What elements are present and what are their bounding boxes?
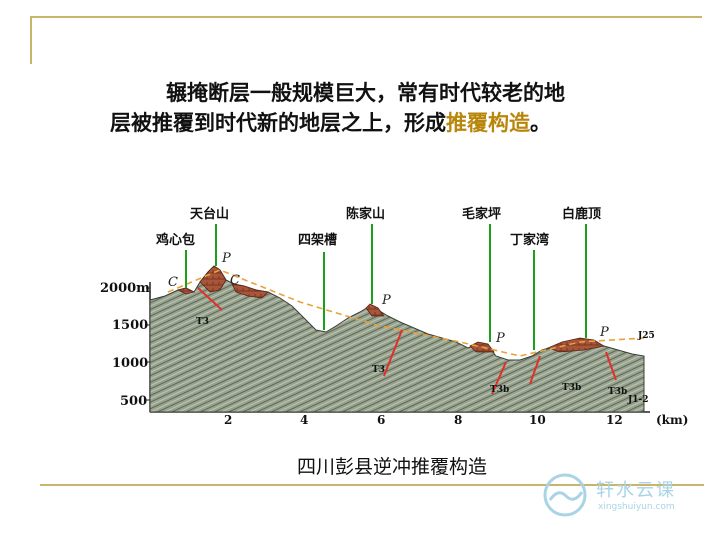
marker-p-maojia: P <box>495 331 505 346</box>
dist-unit-label: (km) <box>656 413 688 427</box>
paragraph-line-2-text: 层被推覆到时代新的地层之上，形成 <box>110 110 446 135</box>
marker-j1: J1-2 <box>627 395 649 405</box>
paragraph-line-2-end: 。 <box>530 110 551 135</box>
klippe-tiantaishan <box>199 265 227 293</box>
logo-url: xingshuiyun.com <box>598 502 675 512</box>
elev-label-2000: 2000m <box>100 281 150 296</box>
y-ticks <box>146 287 150 401</box>
elev-label-500: 500 <box>120 394 147 409</box>
label-bailuding: 白鹿顶 <box>562 206 601 222</box>
dist-label-4: 4 <box>300 413 308 427</box>
paragraph-line-1: 辗掩断层一般规模巨大，常有时代较老的地 <box>166 80 565 105</box>
marker-t3-west: T3 <box>196 317 209 327</box>
marker-j25: J25 <box>637 331 655 341</box>
marker-c-east: C <box>230 273 240 288</box>
label-sijiacao: 四架槽 <box>298 232 337 248</box>
klippe-east-tiantai <box>231 283 269 299</box>
label-dingjiawan: 丁家湾 <box>510 232 549 248</box>
marker-t3-middle: T3 <box>372 365 385 375</box>
marker-t3b-3: T3b <box>608 387 627 397</box>
marker-p-bailu: P <box>599 325 609 340</box>
frame-left-line <box>30 16 32 64</box>
elev-label-1500: 1500 <box>112 318 148 333</box>
place-marker-lines <box>185 224 587 350</box>
marker-p-tiantai: P <box>221 251 231 266</box>
wave-logo-icon <box>543 473 587 517</box>
dist-label-12: 12 <box>606 413 623 427</box>
dist-label-2: 2 <box>224 413 232 427</box>
klippe-chenjiashan <box>365 303 385 317</box>
marker-c-west: C <box>168 275 178 290</box>
description-paragraph: 辗掩断层一般规模巨大，常有时代较老的地 层被推覆到时代新的地层之上，形成推覆构造… <box>110 78 670 138</box>
paragraph-line-2: 层被推覆到时代新的地层之上，形成推覆构造。 <box>110 108 670 138</box>
label-chenjiashan: 陈家山 <box>346 206 385 222</box>
label-tiantaishan: 天台山 <box>190 206 229 222</box>
dist-label-8: 8 <box>454 413 462 427</box>
elev-label-1000: 1000 <box>112 356 148 371</box>
marker-t3b-1: T3b <box>490 385 509 395</box>
label-jixinbao: 鸡心包 <box>155 232 195 248</box>
frame-top-line <box>30 16 702 18</box>
dist-label-10: 10 <box>529 413 546 427</box>
envelope-dashed-line <box>167 269 645 357</box>
dist-label-6: 6 <box>377 413 385 427</box>
highlight-term: 推覆构造 <box>446 110 530 135</box>
diagram-caption: 四川彭县逆冲推覆构造 <box>296 456 487 478</box>
marker-t3b-2: T3b <box>562 383 581 393</box>
logo-name: 轩水云课 <box>596 480 676 501</box>
frame-bottom-line <box>40 484 704 486</box>
fault-lines <box>197 287 617 395</box>
klippe-jixinbao <box>176 287 196 295</box>
caption-wrapper: 四川彭县逆冲推覆构造 <box>0 452 720 479</box>
label-maojiaping: 毛家坪 <box>462 206 501 222</box>
watermark-logo: 轩水云课 xingshuiyun.com <box>540 470 710 520</box>
marker-p-chenjia: P <box>381 293 391 308</box>
